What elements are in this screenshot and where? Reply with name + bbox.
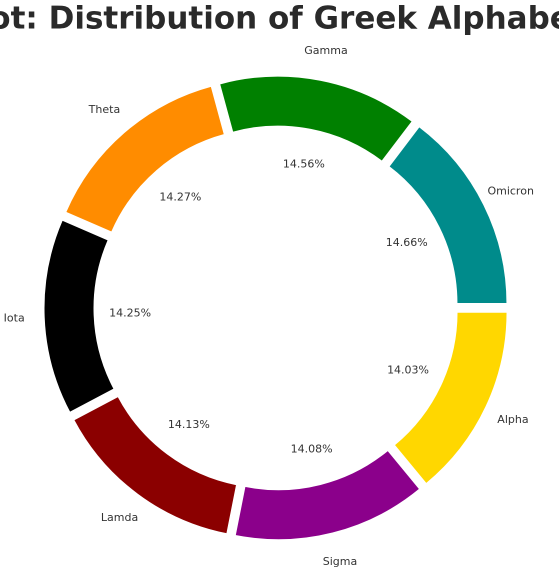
value-label: 14.25%: [109, 307, 151, 320]
value-label: 14.56%: [283, 158, 325, 171]
value-label: 14.08%: [291, 443, 333, 456]
category-label: Gamma: [304, 44, 347, 57]
value-label: 14.27%: [159, 191, 201, 204]
wedge: [219, 75, 413, 162]
wedge: [388, 126, 508, 305]
category-label: Theta: [88, 103, 121, 116]
wedge: [43, 219, 115, 413]
category-label: Sigma: [323, 555, 357, 568]
value-label: 14.13%: [168, 418, 210, 431]
chart-title: Plot: Distribution of Greek Alphabets: [0, 1, 559, 37]
category-label: Omicron: [487, 185, 533, 198]
wedge: [73, 395, 238, 535]
value-label: 14.66%: [386, 236, 428, 249]
wedge: [393, 311, 508, 485]
category-label: Lamda: [101, 511, 138, 524]
category-label: Alpha: [497, 413, 528, 426]
category-label: Iota: [4, 311, 25, 324]
value-label: 14.03%: [387, 363, 429, 376]
wedge: [234, 449, 421, 541]
wedge: [65, 85, 225, 233]
